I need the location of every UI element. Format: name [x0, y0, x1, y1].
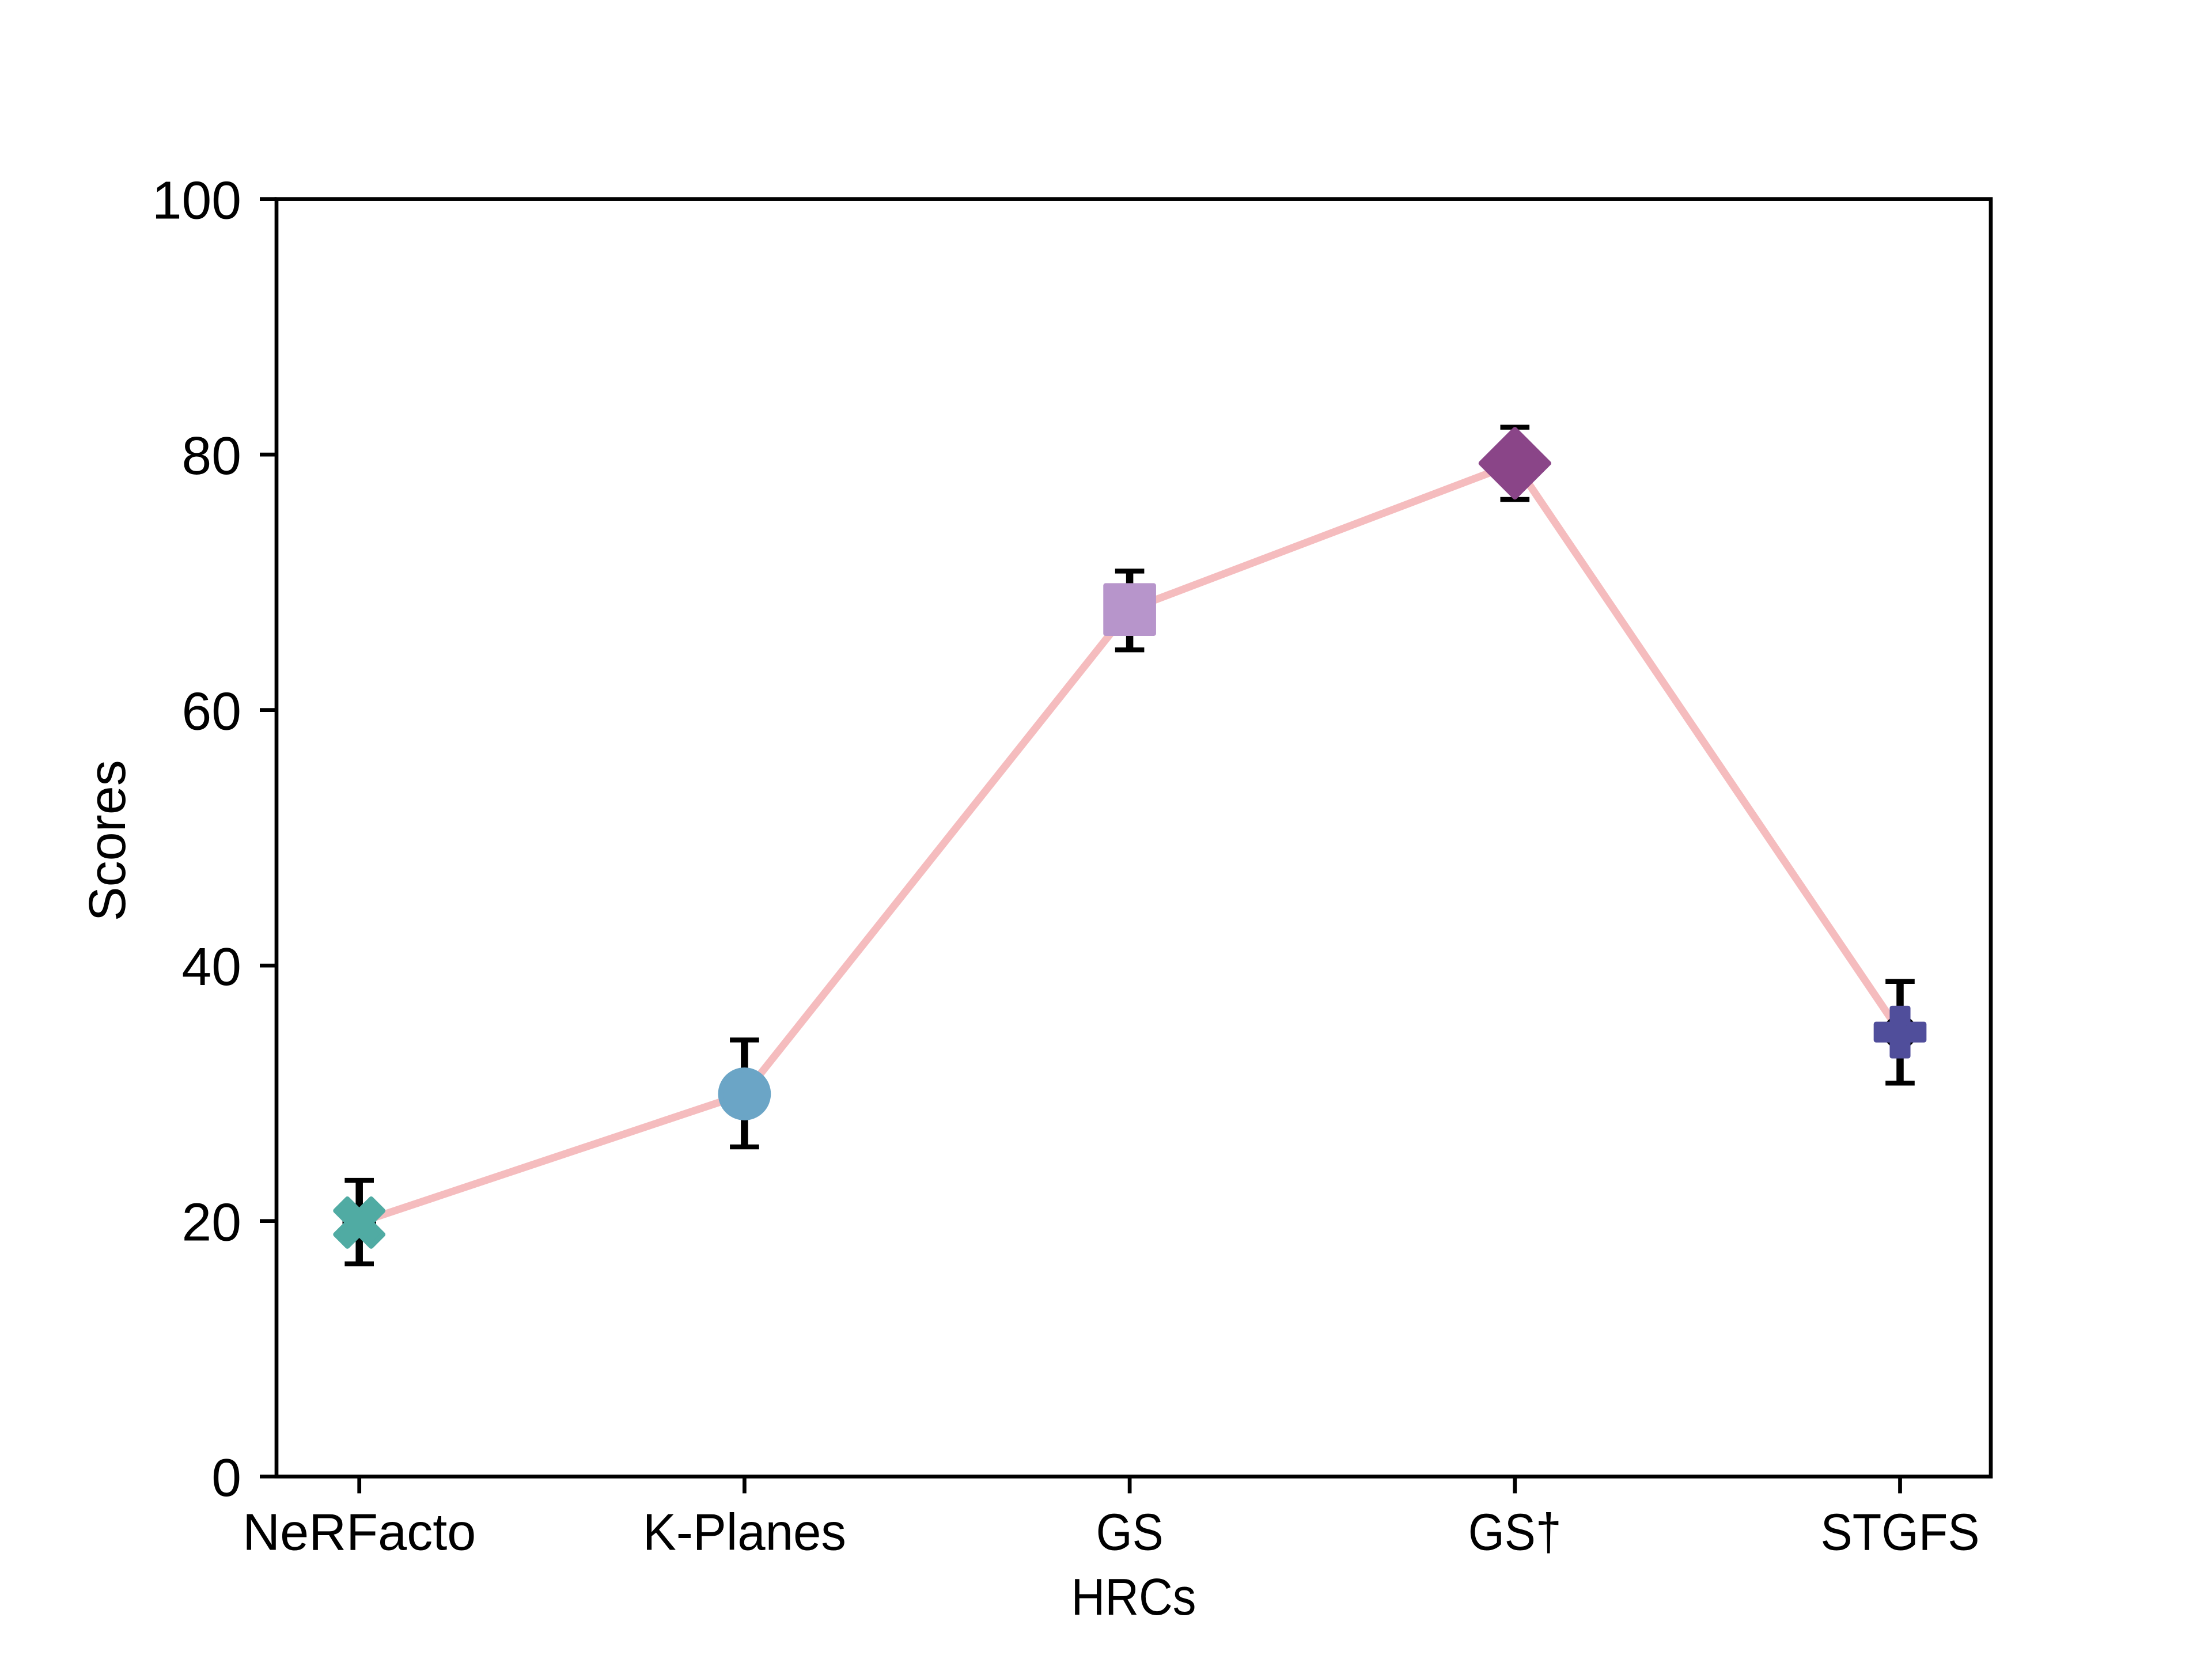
svg-text:GS†: GS†: [1468, 1504, 1562, 1562]
svg-text:60: 60: [182, 681, 241, 741]
svg-text:0: 0: [211, 1448, 241, 1508]
svg-text:GS: GS: [1096, 1504, 1164, 1562]
svg-text:K-Planes: K-Planes: [643, 1504, 846, 1562]
svg-text:20: 20: [182, 1192, 241, 1252]
svg-text:HRCs: HRCs: [1071, 1569, 1196, 1626]
svg-text:40: 40: [182, 937, 241, 997]
svg-text:100: 100: [152, 171, 241, 230]
svg-text:80: 80: [182, 426, 241, 486]
svg-text:STGFS: STGFS: [1821, 1504, 1980, 1562]
svg-text:NeRFacto: NeRFacto: [243, 1504, 476, 1562]
svg-text:Scores: Scores: [79, 760, 137, 921]
